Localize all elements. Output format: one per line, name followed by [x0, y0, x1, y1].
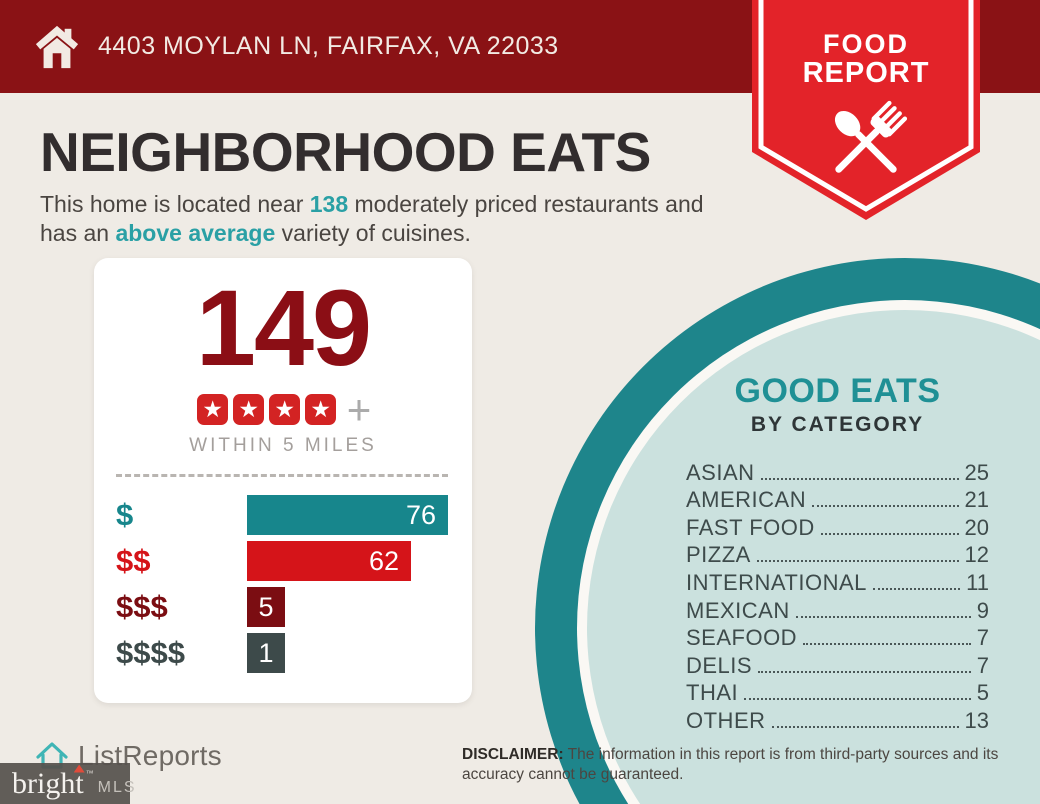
price-bar-value: 5	[258, 591, 274, 622]
price-bar-value: 62	[368, 545, 399, 576]
disclaimer-label: DISCLAIMER:	[462, 746, 564, 763]
brightmls-wordmark: bright	[12, 764, 85, 800]
brightmls-badge: bright ™ MLS	[0, 763, 135, 804]
banner-address: 4403 MOYLAN LN, FAIRFAX, VA 22033	[98, 32, 559, 60]
intro-text: This home is located near 138 moderately…	[40, 190, 745, 249]
stats-card: 149 ★ ★ ★ ★ + WITHIN 5 MILES $ 76 $$ 62 …	[94, 258, 472, 703]
spoon-fork-icon	[834, 100, 908, 173]
intro-part1: This home is located near	[40, 191, 310, 217]
ribbon-line1: FOOD	[823, 29, 909, 59]
price-tier-label: $	[116, 497, 134, 532]
intro-part3: variety of cuisines.	[275, 220, 471, 247]
good-eats-subtitle: BY CATEGORY	[750, 413, 925, 436]
category-label: INTERNATIONAL	[686, 569, 867, 595]
price-tier-label: $$$$	[116, 635, 185, 670]
restaurant-count: 149	[195, 267, 372, 388]
category-row: SEAFOOD 7	[686, 624, 989, 652]
category-row: FAST FOOD 20	[686, 513, 989, 541]
intro-count: 138	[309, 191, 349, 217]
price-bar-row: $$ 62	[94, 541, 472, 581]
dotted-leader	[756, 560, 959, 563]
price-tier-label: $$	[116, 543, 151, 578]
dashed-divider	[116, 474, 448, 477]
category-row: PIZZA 12	[686, 541, 989, 569]
category-value: 7	[976, 652, 989, 678]
category-row: OTHER 13	[686, 706, 989, 734]
price-bar: 5	[247, 587, 285, 627]
plus-icon: +	[346, 385, 372, 433]
star-icon: ★	[233, 394, 265, 425]
category-row: INTERNATIONAL 11	[686, 568, 989, 596]
brightmls-name: bright	[12, 766, 84, 800]
dotted-leader	[758, 670, 971, 673]
price-tier-label: $$$	[116, 589, 168, 624]
dotted-leader	[820, 532, 959, 535]
category-row: MEXICAN 9	[686, 596, 989, 624]
good-eats-title: GOOD EATS	[734, 372, 941, 410]
star-rating: ★ ★ ★ ★ +	[94, 385, 472, 433]
category-value: 7	[976, 625, 989, 651]
star-icon: ★	[197, 394, 229, 425]
category-value: 9	[976, 597, 989, 623]
disclaimer-text: The information in this report is from t…	[462, 746, 999, 784]
star-icon: ★	[269, 394, 301, 425]
ribbon-shape-icon	[752, 0, 980, 220]
category-label: THAI	[686, 680, 739, 706]
category-value: 12	[964, 542, 989, 568]
category-label: PIZZA	[686, 542, 751, 568]
brightmls-tm: ™	[85, 769, 94, 778]
ribbon-title: FOOD REPORT	[752, 30, 980, 89]
category-value: 21	[964, 487, 989, 513]
category-value: 25	[964, 459, 989, 485]
price-bar: 1	[247, 633, 285, 673]
home-icon	[35, 25, 79, 68]
category-row: ASIAN 25	[686, 458, 989, 486]
dotted-leader	[760, 477, 959, 480]
star-icon: ★	[305, 394, 337, 425]
dotted-leader	[803, 643, 971, 646]
intro-part2: moderately priced restaurants and has an	[40, 191, 704, 247]
category-label: SEAFOOD	[686, 625, 798, 651]
brand-accent-icon	[73, 764, 85, 773]
price-bar-value: 1	[258, 637, 274, 668]
brightmls-sub: MLS	[97, 778, 137, 796]
category-list: ASIAN 25 AMERICAN 21 FAST FOOD 20 PIZZA …	[680, 458, 995, 734]
category-label: DELIS	[686, 652, 753, 678]
category-value: 13	[964, 707, 989, 733]
category-label: ASIAN	[686, 459, 755, 485]
dotted-leader	[771, 725, 959, 728]
price-bar-row: $ 76	[94, 495, 472, 535]
price-bar-row: $$$$ 1	[94, 633, 472, 673]
price-bar-chart: $ 76 $$ 62 $$$ 5 $$$$ 1	[94, 495, 472, 679]
category-value: 5	[976, 680, 989, 706]
price-bar: 76	[247, 495, 449, 535]
dotted-leader	[872, 587, 961, 590]
category-row: THAI 5	[686, 679, 989, 707]
price-bar: 62	[247, 541, 411, 581]
page-title: NEIGHBORHOOD EATS	[40, 121, 651, 183]
stats-caption: WITHIN 5 MILES	[189, 435, 377, 456]
dotted-leader	[744, 698, 971, 701]
category-label: AMERICAN	[686, 487, 807, 513]
food-report-ribbon: FOOD REPORT	[752, 0, 980, 226]
good-eats-panel: GOOD EATS BY CATEGORY ASIAN 25 AMERICAN …	[680, 372, 995, 734]
ribbon-line2: REPORT	[802, 57, 930, 90]
category-value: 11	[966, 569, 989, 595]
category-label: OTHER	[686, 707, 766, 733]
category-value: 20	[964, 514, 989, 540]
category-row: AMERICAN 21	[686, 486, 989, 514]
category-label: MEXICAN	[686, 597, 790, 623]
dotted-leader	[812, 505, 959, 508]
disclaimer: DISCLAIMER: The information in this repo…	[462, 745, 1007, 786]
price-bar-value: 76	[405, 499, 437, 530]
dotted-leader	[795, 615, 971, 618]
price-bar-row: $$$ 5	[94, 587, 472, 627]
category-row: DELIS 7	[686, 651, 989, 679]
category-label: FAST FOOD	[686, 514, 815, 540]
intro-highlight: above average	[115, 220, 276, 247]
